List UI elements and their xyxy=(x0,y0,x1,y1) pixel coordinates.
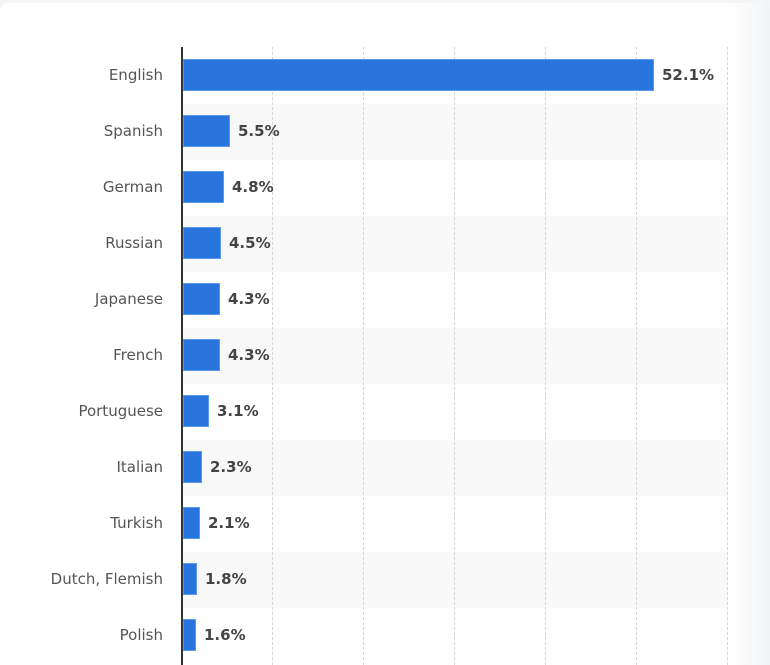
category-label: Italian xyxy=(116,458,163,476)
bar-dutch-flemish[interactable] xyxy=(183,563,197,595)
category-label: English xyxy=(108,66,163,84)
bar-polish[interactable] xyxy=(183,619,196,651)
bar-german[interactable] xyxy=(183,171,224,203)
bar-russian[interactable] xyxy=(183,227,221,259)
value-label: 4.8% xyxy=(232,178,274,196)
value-label: 4.3% xyxy=(228,346,270,364)
y-axis-line xyxy=(181,47,183,665)
category-label: Japanese xyxy=(94,290,163,308)
category-label: Spanish xyxy=(103,122,163,140)
gridline xyxy=(272,47,273,665)
bar-turkish[interactable] xyxy=(183,507,200,539)
bar-spanish[interactable] xyxy=(183,115,230,147)
bar-italian[interactable] xyxy=(183,451,202,483)
gridline xyxy=(363,47,364,665)
value-label: 52.1% xyxy=(662,66,715,84)
gridline xyxy=(636,47,637,665)
row-band xyxy=(182,104,728,160)
row-band xyxy=(182,328,728,384)
value-label: 1.8% xyxy=(205,570,247,588)
category-label: Turkish xyxy=(110,514,163,532)
bar-japanese[interactable] xyxy=(183,283,220,315)
bar-portuguese[interactable] xyxy=(183,395,209,427)
row-band xyxy=(182,216,728,272)
row-band xyxy=(182,552,728,608)
category-label: French xyxy=(113,346,163,364)
gridline xyxy=(545,47,546,665)
gridline xyxy=(454,47,455,665)
row-band xyxy=(182,440,728,496)
category-label: Dutch, Flemish xyxy=(50,570,163,588)
value-label: 2.1% xyxy=(208,514,250,532)
gridline xyxy=(727,47,728,665)
bar-french[interactable] xyxy=(183,339,220,371)
value-label: 5.5% xyxy=(238,122,280,140)
bar-english[interactable] xyxy=(183,59,654,91)
value-label: 3.1% xyxy=(217,402,259,420)
value-label: 1.6% xyxy=(204,626,246,644)
category-label: Polish xyxy=(119,626,163,644)
value-label: 4.3% xyxy=(228,290,270,308)
value-label: 2.3% xyxy=(210,458,252,476)
category-label: Russian xyxy=(105,234,163,252)
category-label: Portuguese xyxy=(78,402,163,420)
category-label: German xyxy=(102,178,163,196)
value-label: 4.5% xyxy=(229,234,271,252)
